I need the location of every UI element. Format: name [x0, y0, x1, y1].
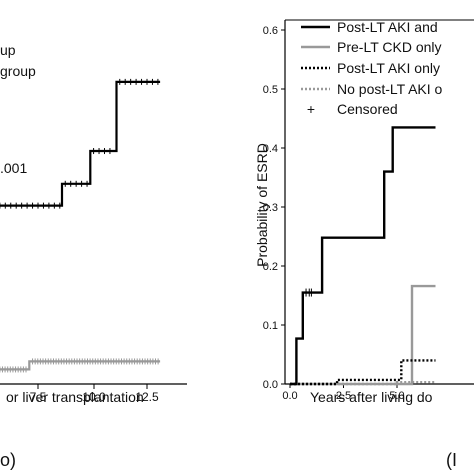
left-panel-letter: o) — [0, 450, 16, 470]
left-p-value: .001 — [0, 160, 27, 176]
right-legend: Post-LT AKI and Pre-LT CKD only Post-LT … — [301, 19, 443, 117]
right-panel: 0.0 0.1 0.2 0.3 0.4 0.5 0.6 0.0 2.5 5.0 Probabil… — [254, 19, 474, 470]
left-x-tick-label: 7.5 — [30, 390, 47, 404]
right-series-line-1 — [290, 284, 436, 386]
left-curves — [0, 78, 161, 373]
left-x-tick-label: 12.5 — [135, 390, 159, 404]
left-x-axis-label-visible: or liver transplantation — [6, 389, 144, 405]
legend-label-pre-lt-ckd-only: Pre-LT CKD only — [337, 39, 442, 55]
right-y-tick-label: 0.1 — [263, 320, 278, 332]
right-curves — [290, 126, 436, 386]
right-y-tick-label: 0.5 — [263, 84, 278, 96]
legend-label-post-lt-aki-and: Post-LT AKI and — [337, 19, 438, 35]
right-y-tick-label: 0.2 — [263, 261, 278, 273]
right-y-ticks: 0.0 0.1 0.2 0.3 0.4 0.5 0.6 — [263, 25, 285, 391]
left-x-tick-label: 10.0 — [82, 390, 106, 404]
left-series-line-0 — [0, 80, 161, 207]
right-x-axis-label: Years after living do — [310, 389, 433, 405]
right-panel-letter: (I — [446, 450, 457, 470]
right-y-tick-label: 0.0 — [263, 379, 278, 391]
left-panel: up group .001 7.5 10.0 12.5 or liver tra… — [0, 42, 187, 470]
legend-label-post-lt-aki-only: Post-LT AKI only — [337, 60, 440, 76]
left-legend-line-2: group — [0, 63, 36, 79]
right-x-tick-label: 2.5 — [336, 390, 351, 402]
left-legend-line-1: up — [0, 42, 16, 58]
right-y-axis-label: Probability of ESRD — [254, 143, 270, 267]
legend-censored-symbol: + — [307, 101, 315, 117]
legend-label-censored: Censored — [337, 101, 398, 117]
right-y-tick-label: 0.6 — [263, 25, 278, 37]
right-x-tick-label: 0.0 — [282, 390, 297, 402]
right-series-line-0 — [290, 126, 436, 386]
right-x-tick-label: 5.0 — [389, 390, 404, 402]
right-series-line-2 — [290, 359, 436, 386]
right-y-tick-label: 0.3 — [263, 202, 278, 214]
right-x-ticks: 0.0 2.5 5.0 — [282, 384, 405, 402]
right-y-tick-label: 0.4 — [263, 143, 278, 155]
legend-label-no-post-lt-aki: No post-LT AKI o — [337, 81, 443, 97]
